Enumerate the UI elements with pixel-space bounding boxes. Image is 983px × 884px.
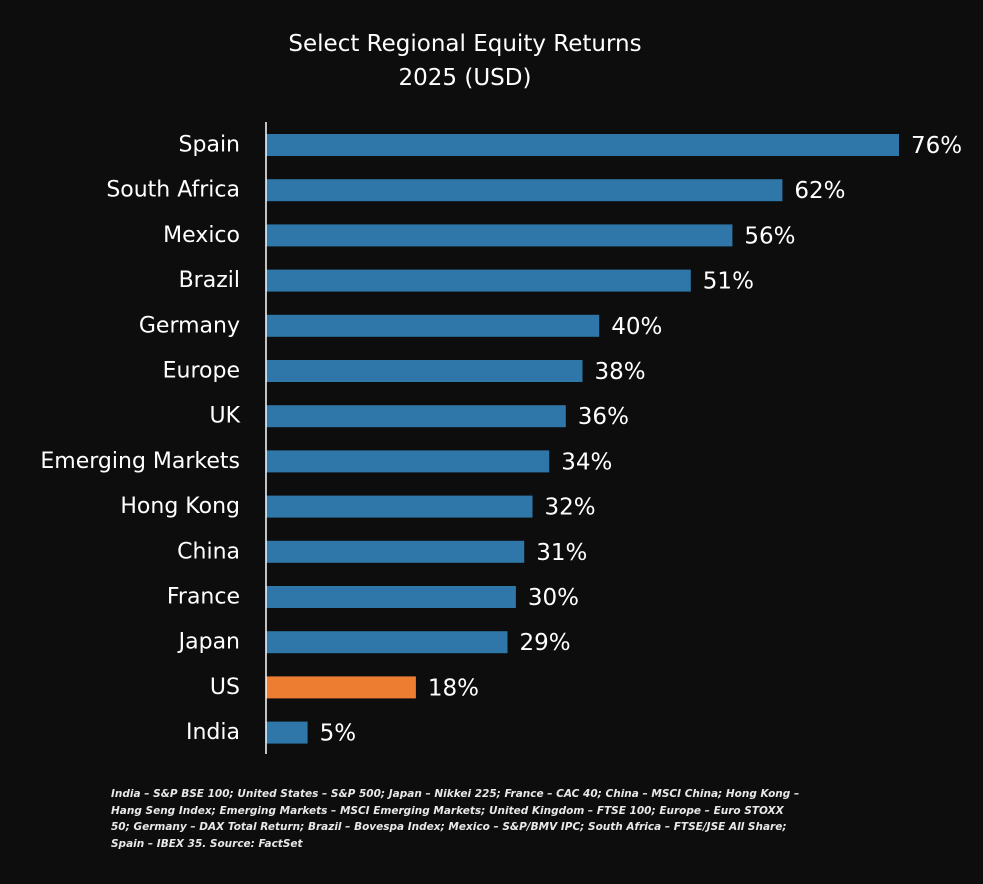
data-label-mexico: 56% xyxy=(744,223,795,249)
bar-germany xyxy=(266,314,600,337)
bar-japan xyxy=(266,631,508,654)
category-label-mexico: Mexico xyxy=(163,223,240,248)
data-label-uk: 36% xyxy=(578,404,629,430)
data-label-india: 5% xyxy=(320,721,357,747)
category-label-france: France xyxy=(167,585,240,610)
bar-us xyxy=(266,676,416,699)
bar-uk xyxy=(266,405,566,428)
data-label-spain: 76% xyxy=(911,133,962,159)
footnote-source: India – S&P BSE 100; United States – S&P… xyxy=(111,788,800,850)
bar-emerging-markets xyxy=(266,450,550,473)
bar-china xyxy=(266,540,525,563)
data-label-hong-kong: 32% xyxy=(545,495,596,521)
category-label-china: China xyxy=(177,539,240,564)
data-label-japan: 29% xyxy=(520,630,571,656)
data-label-germany: 40% xyxy=(611,314,662,340)
bar-europe xyxy=(266,360,583,382)
data-label-us: 18% xyxy=(428,675,479,701)
category-label-india: India xyxy=(186,720,240,745)
data-label-europe: 38% xyxy=(595,359,646,385)
data-label-brazil: 51% xyxy=(703,269,754,295)
data-label-china: 31% xyxy=(536,540,587,566)
bar-hong-kong xyxy=(266,495,533,518)
bar-brazil xyxy=(266,269,691,292)
category-label-uk: UK xyxy=(209,404,240,429)
category-label-hong-kong: Hong Kong xyxy=(120,494,240,519)
category-label-emerging-markets: Emerging Markets xyxy=(40,449,240,474)
category-label-spain: Spain xyxy=(179,133,240,158)
category-label-japan: Japan xyxy=(177,630,240,655)
chart-title: Select Regional Equity Returns xyxy=(288,31,642,57)
data-label-france: 30% xyxy=(528,585,579,611)
category-label-us: US xyxy=(210,675,240,700)
chart-subtitle: 2025 (USD) xyxy=(398,65,532,91)
data-label-emerging-markets: 34% xyxy=(561,449,612,475)
category-label-europe: Europe xyxy=(163,359,240,384)
bar-france xyxy=(266,586,516,608)
category-label-brazil: Brazil xyxy=(179,268,240,293)
bar-spain xyxy=(266,134,899,156)
data-label-south-africa: 62% xyxy=(794,178,845,204)
category-label-south-africa: South Africa xyxy=(106,178,240,203)
bar-india xyxy=(266,721,308,744)
bar-mexico xyxy=(266,224,733,247)
category-label-germany: Germany xyxy=(139,313,240,338)
bar-south-africa xyxy=(266,179,783,202)
